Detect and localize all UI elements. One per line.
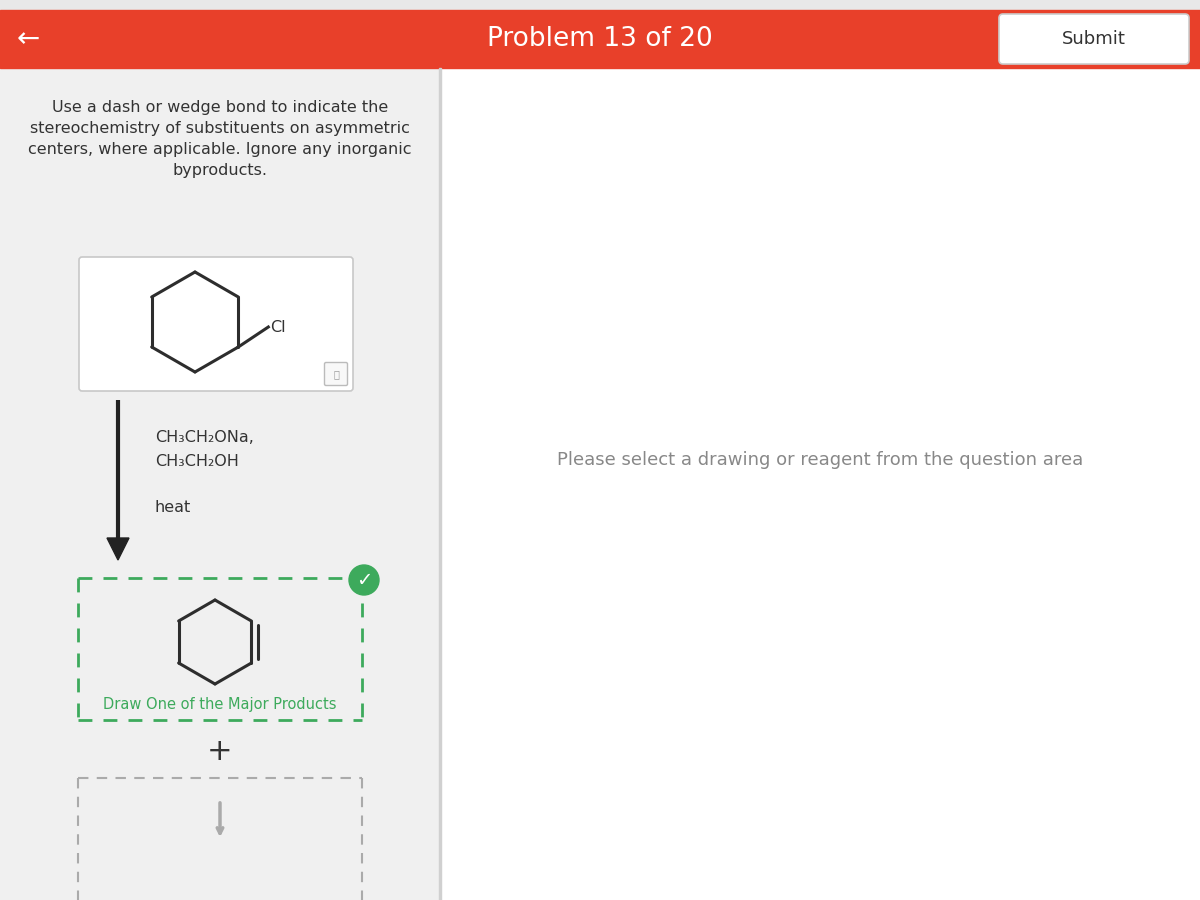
Text: CH₃CH₂ONa,: CH₃CH₂ONa, (155, 430, 254, 446)
Text: 🔍: 🔍 (334, 369, 338, 379)
Polygon shape (107, 538, 130, 560)
Text: heat: heat (155, 500, 191, 515)
Text: Problem 13 of 20: Problem 13 of 20 (487, 26, 713, 52)
Text: Cl: Cl (270, 320, 286, 335)
Text: +: + (208, 737, 233, 767)
Bar (0, 0, 1200, 10)
Circle shape (349, 565, 379, 595)
FancyBboxPatch shape (324, 363, 348, 385)
Text: ✓: ✓ (356, 571, 372, 590)
Bar (0, 10, 1200, 68)
Text: Submit: Submit (1062, 30, 1126, 48)
Bar (0, 68, 440, 900)
Text: Use a dash or wedge bond to indicate the
stereochemistry of substituents on asym: Use a dash or wedge bond to indicate the… (29, 100, 412, 178)
Text: Draw One of the Major Products: Draw One of the Major Products (103, 697, 337, 712)
Text: CH₃CH₂OH: CH₃CH₂OH (155, 454, 239, 470)
Text: Please select a drawing or reagent from the question area: Please select a drawing or reagent from … (557, 451, 1084, 469)
FancyBboxPatch shape (998, 14, 1189, 64)
FancyBboxPatch shape (79, 257, 353, 391)
Text: ←: ← (17, 25, 40, 53)
Bar (439, 68, 442, 900)
Bar (440, 68, 1200, 900)
